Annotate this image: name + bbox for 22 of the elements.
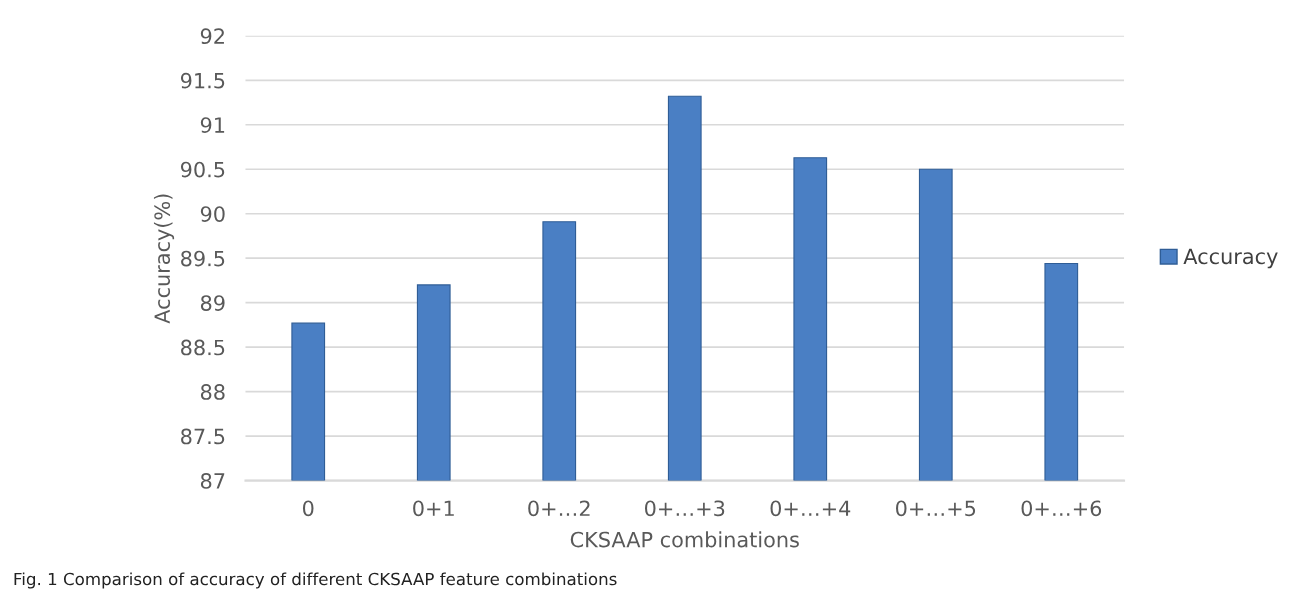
- y-tick-label: 90: [200, 206, 225, 222]
- x-tick-label: 0: [302, 500, 314, 517]
- y-tick-label: 92: [200, 28, 224, 45]
- legend-label: Accuracy: [1183, 248, 1278, 269]
- x-tick-label: 0+…2: [528, 500, 590, 517]
- y-axis-title: Accuracy(%): [153, 194, 175, 324]
- x-tick-label: 0+…+4: [770, 500, 851, 517]
- x-axis-title: CKSAAP combinations: [570, 531, 799, 548]
- x-tick-label: 0+…+5: [896, 500, 976, 517]
- y-tick-label: 91.5: [180, 72, 225, 89]
- y-tick-label: 87.5: [181, 428, 225, 445]
- y-tick-label: 87: [200, 473, 225, 489]
- y-tick-label: 88.5: [181, 339, 225, 356]
- caption: Fig. 1 Comparison of accuracy of different CKSAAP feature combinations: [14, 572, 617, 589]
- y-tick-label: 91: [200, 117, 225, 133]
- y-tick-label: 90.5: [180, 161, 225, 178]
- x-tick-label: 0+1: [413, 500, 454, 517]
- x-tick-label: 0+…+3: [645, 500, 725, 517]
- y-tick-label: 89: [200, 295, 225, 311]
- y-tick-label: 88: [200, 384, 225, 400]
- y-tick-label: 89.5: [181, 250, 225, 267]
- x-tick-label: 0+…+6: [1021, 500, 1102, 517]
